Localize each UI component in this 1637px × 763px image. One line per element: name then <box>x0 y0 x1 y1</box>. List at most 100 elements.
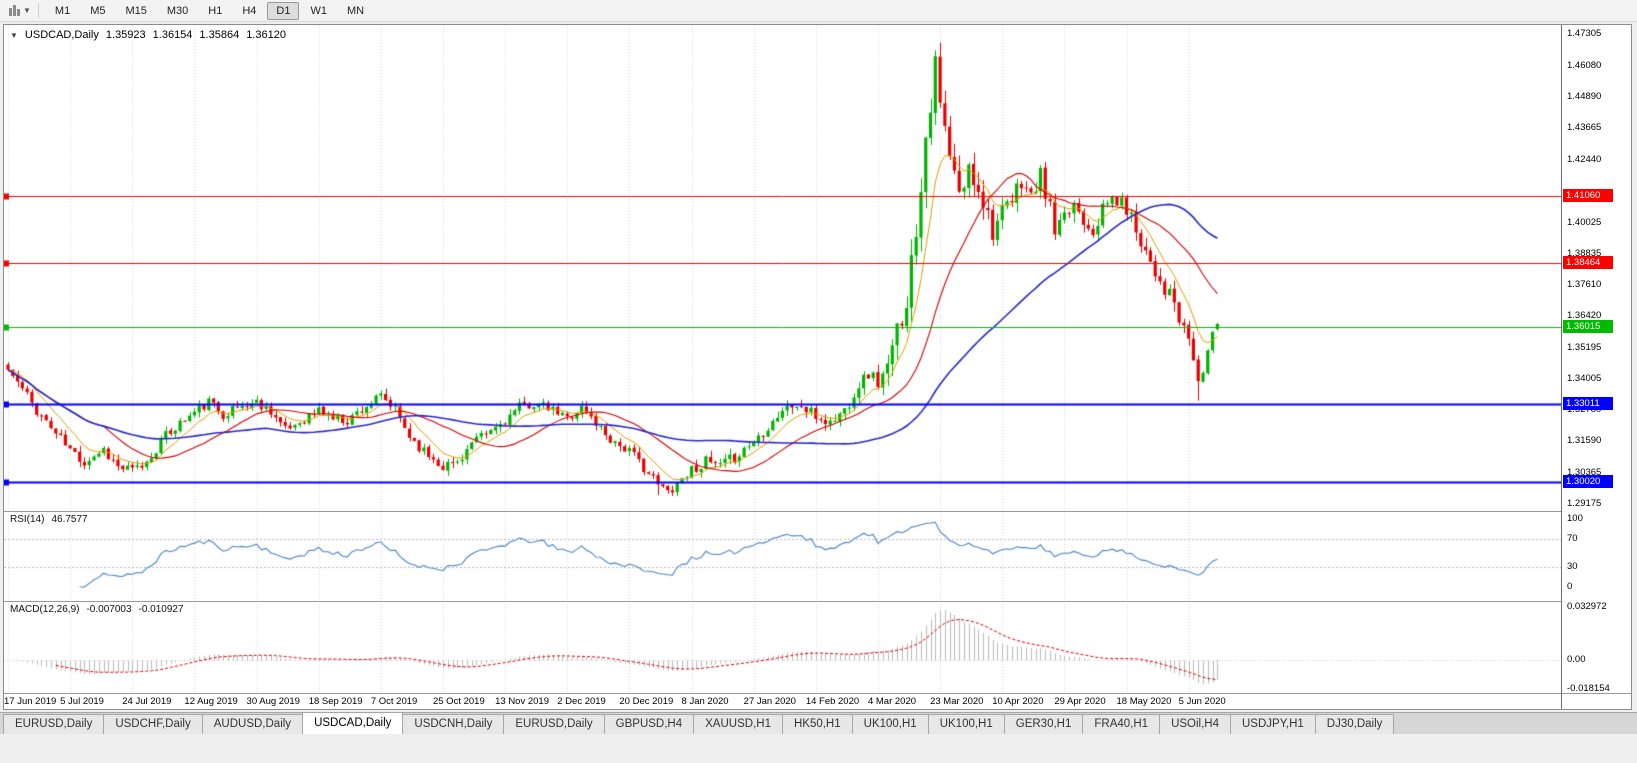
chart-tab-usdchf-daily[interactable]: USDCHF,Daily <box>103 714 203 734</box>
rsi-axis-tick: 0 <box>1567 581 1573 592</box>
rsi-indicator-name: RSI(14) <box>10 514 45 525</box>
price-axis-tick: 1.37610 <box>1567 279 1602 291</box>
price-axis-border <box>1561 25 1562 709</box>
chart-window: ▼ USDCAD,Daily 1.35923 1.36154 1.35864 1… <box>3 24 1632 710</box>
ohlc-close: 1.36120 <box>246 29 286 41</box>
chart-tab-audusd-daily[interactable]: AUDUSD,Daily <box>201 714 304 734</box>
chart-menu-icon: ▼ <box>10 30 18 40</box>
date-axis-tick: 25 Oct 2019 <box>432 696 485 707</box>
timeframe-button-d1[interactable]: D1 <box>267 1 300 20</box>
chart-tab-gbpusd-h4[interactable]: GBPUSD,H4 <box>603 714 695 734</box>
price-axis-tick: 1.42440 <box>1567 154 1602 166</box>
macd-axis-tick: -0.018154 <box>1567 683 1610 695</box>
date-axis-tick: 5 Jun 2020 <box>1178 696 1226 707</box>
price-axis-tick: 1.36420 <box>1567 310 1602 322</box>
chart-tabbar: EURUSD,Daily USDCHF,Daily AUDUSD,Daily USDC… <box>0 712 1637 734</box>
price-axis-tick: 1.29175 <box>1567 497 1602 509</box>
chart-symbol-period: USDCAD,Daily <box>24 29 99 41</box>
ohlc-low: 1.35864 <box>199 29 240 41</box>
timeframe-button-m1[interactable]: M1 <box>54 4 71 17</box>
toolbar-separator <box>37 3 39 18</box>
rsi-indicator-value: 46.7577 <box>51 514 88 525</box>
price-level-tag: 1.36015 <box>1563 319 1613 333</box>
date-axis-separator <box>4 693 1631 694</box>
price-axis-tick: 1.30365 <box>1567 467 1602 479</box>
date-axis-tick: 10 Apr 2020 <box>992 696 1044 707</box>
price-axis-tick: 1.35195 <box>1567 341 1602 353</box>
rsi-axis-tick: 70 <box>1567 533 1578 545</box>
price-axis-tick: 1.34005 <box>1567 372 1602 384</box>
timeframe-button-m15[interactable]: M15 <box>125 4 147 17</box>
date-axis-tick: 5 Jul 2019 <box>60 696 104 707</box>
chart-tab-xauusd-h1[interactable]: XAUUSD,H1 <box>693 714 783 734</box>
timeframe-button-h4[interactable]: H4 <box>242 4 257 17</box>
price-level-tag: 1.38464 <box>1563 256 1613 270</box>
macd-indicator-name: MACD(12,26,9) <box>10 604 80 615</box>
timeframe-button-m30[interactable]: M30 <box>166 4 189 17</box>
macd-indicator-signal-value: -0.010927 <box>138 604 184 615</box>
chart-tab-ger30-h1[interactable]: GER30,H1 <box>1003 714 1084 734</box>
ohlc-open: 1.35923 <box>105 29 146 41</box>
chart-tab-usdcad-daily[interactable]: USDCAD,Daily <box>302 713 404 734</box>
chart-list-dropdown[interactable]: ▼ <box>4 4 35 18</box>
chart-tab-usdjpy-h1[interactable]: USDJPY,H1 <box>1230 714 1316 734</box>
date-axis-tick: 27 Jan 2020 <box>743 696 796 707</box>
chart-tab-fra40-h1[interactable]: FRA40,H1 <box>1082 714 1161 734</box>
chart-tab-hk50-h1[interactable]: HK50,H1 <box>781 714 853 734</box>
chart-title: ▼ USDCAD,Daily 1.35923 1.36154 1.35864 1… <box>10 29 286 41</box>
date-axis-tick: 20 Dec 2019 <box>619 696 674 707</box>
date-axis-tick: 18 Sep 2019 <box>308 696 363 707</box>
price-axis-tick: 1.46080 <box>1567 59 1602 71</box>
macd-axis-tick: 0.032972 <box>1567 601 1607 612</box>
timeframe-button-mn[interactable]: MN <box>346 4 365 17</box>
price-axis-tick: 1.44890 <box>1567 90 1602 102</box>
date-axis-tick: 4 Mar 2020 <box>867 696 917 707</box>
price-axis-tick: 1.31590 <box>1567 435 1602 447</box>
rsi-axis-tick: 30 <box>1567 560 1578 572</box>
price-level-tag: 1.30020 <box>1563 474 1613 488</box>
price-axis-tick: 1.47305 <box>1567 28 1602 40</box>
timeframe-button-m5[interactable]: M5 <box>90 4 106 17</box>
date-axis-tick: 18 May 2020 <box>1116 696 1172 707</box>
chart-tab-usdcnh-daily[interactable]: USDCNH,Daily <box>402 714 505 734</box>
chart-tab-dj30-daily[interactable]: DJ30,Daily <box>1314 714 1395 734</box>
date-axis-tick: 13 Nov 2019 <box>495 696 549 707</box>
price-axis-tick: 1.43665 <box>1567 122 1602 134</box>
status-bar <box>0 735 1637 763</box>
price-level-tag: 1.41060 <box>1563 188 1613 202</box>
date-axis: 17 Jun 2019 5 Jul 2019 24 Jul 2019 12 Aug 2… <box>4 694 1561 709</box>
date-axis-tick: 14 Feb 2020 <box>805 696 860 707</box>
caret-down-icon: ▼ <box>23 6 31 15</box>
price-axis-tick: 1.38835 <box>1567 247 1602 259</box>
price-axis-tick: 1.40025 <box>1567 216 1602 228</box>
date-axis-tick: 29 Apr 2020 <box>1054 696 1106 707</box>
rsi-pane-separator[interactable] <box>4 511 1631 512</box>
timeframe-buttons: M1 M5 M15 M30 H1 H4 D1 W1 MN <box>45 1 374 20</box>
chart-tab-uk100-h1[interactable]: UK100,H1 <box>927 714 1005 734</box>
date-axis-tick: 17 Jun 2019 <box>4 696 57 707</box>
timeframe-button-h1[interactable]: H1 <box>208 4 223 17</box>
rsi-axis-tick: 100 <box>1567 513 1583 524</box>
chart-tab-eurusd-daily[interactable]: EURUSD,Daily <box>503 714 605 734</box>
chart-tabs: EURUSD,Daily USDCHF,Daily AUDUSD,Daily USDC… <box>3 713 1395 734</box>
macd-axis-tick: 0.00 <box>1567 654 1586 665</box>
macd-pane-separator[interactable] <box>4 601 1631 602</box>
rsi-pane-label: RSI(14) 46.7577 <box>10 514 88 525</box>
timeframe-toolbar: ▼ M1 M5 M15 M30 H1 H4 D1 W1 MN <box>0 0 1637 22</box>
date-axis-tick: 24 Jul 2019 <box>122 696 172 707</box>
chart-tab-uk100-h1[interactable]: UK100,H1 <box>851 714 929 734</box>
price-chart-canvas[interactable] <box>4 25 1561 693</box>
ohlc-high: 1.36154 <box>152 29 193 41</box>
chart-tab-eurusd-daily[interactable]: EURUSD,Daily <box>3 714 105 734</box>
date-axis-tick: 30 Aug 2019 <box>246 696 300 707</box>
date-axis-tick: 7 Oct 2019 <box>370 696 418 707</box>
chart-icon <box>8 4 21 17</box>
chart-tab-usoil-h4[interactable]: USOil,H4 <box>1159 714 1231 734</box>
price-axis: 1.47305 1.46080 1.44890 1.43665 1.42440 1.400… <box>1562 25 1631 695</box>
macd-indicator-value: -0.007003 <box>86 604 132 615</box>
date-axis-tick: 23 Mar 2020 <box>930 696 984 707</box>
timeframe-button-w1[interactable]: W1 <box>310 4 327 17</box>
date-axis-tick: 2 Dec 2019 <box>557 696 606 707</box>
date-axis-tick: 12 Aug 2019 <box>184 696 238 707</box>
